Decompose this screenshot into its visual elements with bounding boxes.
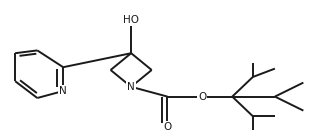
Text: O: O — [198, 92, 206, 102]
Text: O: O — [163, 122, 172, 132]
Text: HO: HO — [123, 15, 139, 25]
Text: N: N — [59, 86, 67, 96]
Text: N: N — [127, 82, 135, 92]
